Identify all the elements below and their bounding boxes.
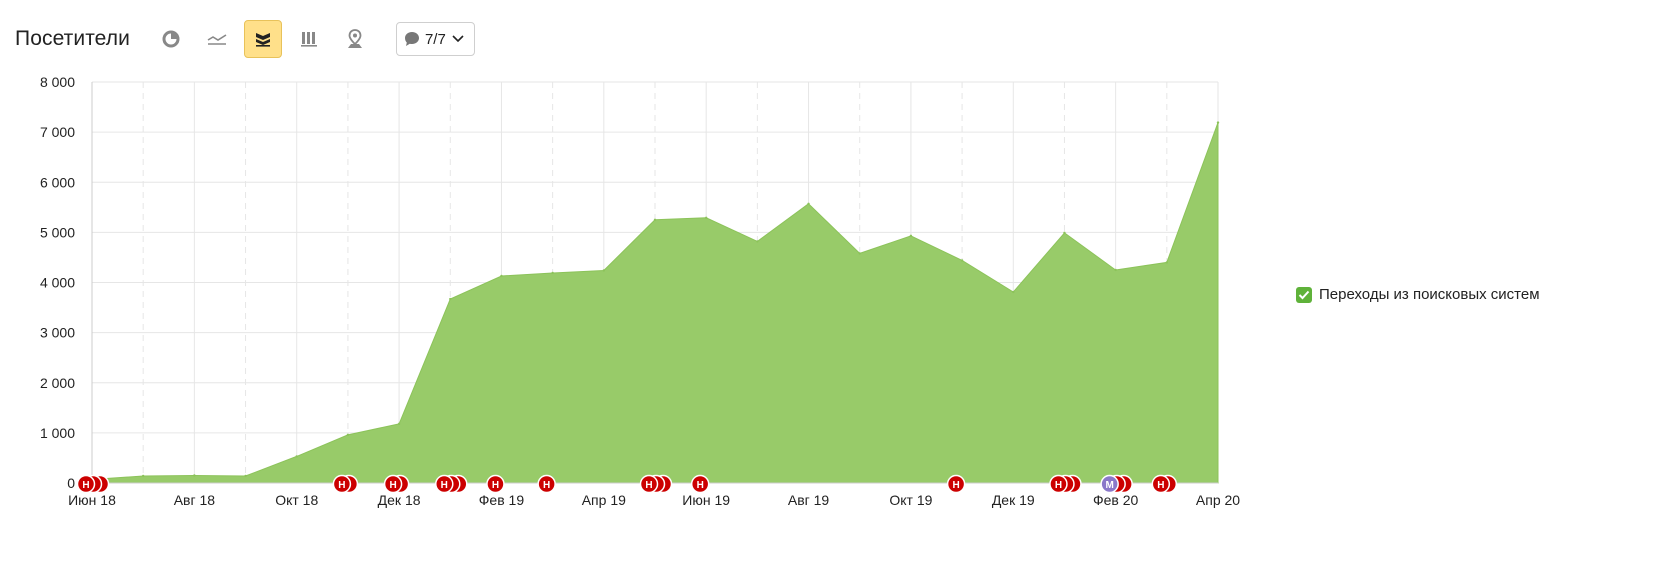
bar-chart-button[interactable] xyxy=(290,20,328,58)
legend-checkbox[interactable] xyxy=(1296,286,1312,303)
x-tick-label: Апр 19 xyxy=(582,492,626,508)
comment-icon xyxy=(404,32,419,46)
map-button[interactable] xyxy=(336,20,374,58)
page-title: Посетители xyxy=(15,27,130,50)
data-point xyxy=(909,234,913,238)
y-tick-label: 8 000 xyxy=(40,74,75,90)
data-point xyxy=(141,474,145,478)
note-marker-letter: Н xyxy=(1055,480,1062,491)
data-point xyxy=(295,455,298,458)
x-tick-label: Фев 20 xyxy=(1093,492,1139,508)
y-tick-label: 5 000 xyxy=(40,224,75,240)
data-point xyxy=(807,202,810,206)
note-marker-letter: Н xyxy=(697,480,704,491)
y-tick-label: 3 000 xyxy=(40,325,75,341)
data-point xyxy=(960,259,964,262)
line-chart-icon xyxy=(207,34,227,45)
map-icon xyxy=(347,29,362,48)
check-icon xyxy=(1298,290,1310,299)
note-marker xyxy=(383,474,403,494)
note-marker-letter: Н xyxy=(441,480,448,491)
data-point xyxy=(551,271,554,275)
data-point xyxy=(193,474,196,477)
note-marker-letter: Н xyxy=(338,480,345,491)
x-tick-label: Июн 19 xyxy=(682,492,730,508)
note-marker-letter: Н xyxy=(1157,480,1164,491)
notes-dropdown[interactable]: 7/7 xyxy=(395,22,475,56)
y-tick-label: 7 000 xyxy=(40,124,75,140)
data-point xyxy=(653,218,657,222)
data-point xyxy=(1114,268,1117,272)
chevron-down-icon xyxy=(452,35,464,43)
note-marker xyxy=(332,474,352,494)
data-point xyxy=(704,216,708,220)
note-marker-letter: Н xyxy=(645,480,652,491)
note-marker xyxy=(1151,474,1171,494)
data-point xyxy=(244,474,247,478)
note-marker xyxy=(76,474,96,494)
x-tick-label: Дек 19 xyxy=(992,492,1035,508)
legend-item[interactable]: Переходы из поисковых систем xyxy=(1296,286,1540,303)
report-header: Посетители xyxy=(15,20,475,58)
data-point xyxy=(500,274,503,278)
area-chart-icon xyxy=(255,33,270,47)
bar-chart-icon xyxy=(300,32,317,47)
data-point xyxy=(756,240,759,243)
data-point xyxy=(1165,261,1169,264)
data-point xyxy=(1216,121,1220,124)
note-marker xyxy=(639,474,659,494)
x-tick-label: Авг 18 xyxy=(174,492,216,508)
note-marker-letter: М xyxy=(1105,480,1113,491)
note-marker xyxy=(1100,474,1119,494)
note-marker xyxy=(435,474,454,494)
y-tick-label: 6 000 xyxy=(40,174,75,190)
note-marker xyxy=(486,474,505,494)
data-point xyxy=(397,422,401,426)
data-point xyxy=(346,433,350,437)
note-marker xyxy=(946,474,966,494)
pie-chart-button[interactable] xyxy=(152,20,190,58)
series-area xyxy=(91,122,1219,484)
legend-label: Переходы из поисковых систем xyxy=(1319,286,1540,303)
note-marker xyxy=(690,474,710,494)
y-tick-label: 0 xyxy=(67,475,75,491)
notes-count-label: 7/7 xyxy=(424,30,446,48)
note-marker xyxy=(537,474,556,494)
note-marker xyxy=(1049,474,1068,494)
y-tick-label: 1 000 xyxy=(40,425,75,441)
pie-chart-icon xyxy=(162,30,180,48)
note-marker-letter: Н xyxy=(492,480,499,491)
note-marker-letter: Н xyxy=(389,480,396,491)
data-point xyxy=(449,297,452,301)
data-point xyxy=(858,252,861,255)
x-tick-label: Окт 18 xyxy=(275,492,318,508)
y-tick-label: 2 000 xyxy=(40,375,75,391)
note-marker-letter: Н xyxy=(952,480,959,491)
line-chart-button[interactable] xyxy=(198,20,236,58)
area-chart-button[interactable] xyxy=(243,20,282,58)
x-tick-label: Июн 18 xyxy=(68,492,116,508)
x-tick-label: Фев 19 xyxy=(479,492,525,508)
x-tick-label: Апр 20 xyxy=(1196,492,1240,508)
note-marker-letter: Н xyxy=(543,480,550,491)
data-point xyxy=(1063,231,1066,235)
data-point xyxy=(602,269,606,272)
y-tick-label: 4 000 xyxy=(40,275,75,291)
x-tick-label: Авг 19 xyxy=(788,492,830,508)
x-tick-label: Дек 18 xyxy=(378,492,421,508)
data-point xyxy=(1012,290,1015,294)
note-marker-letter: Н xyxy=(82,480,89,491)
x-tick-label: Окт 19 xyxy=(889,492,932,508)
visitors-chart: 0 1 000 2 000 3 000 4 000 5 000 6 000 7 000 8 00… xyxy=(40,74,1240,508)
